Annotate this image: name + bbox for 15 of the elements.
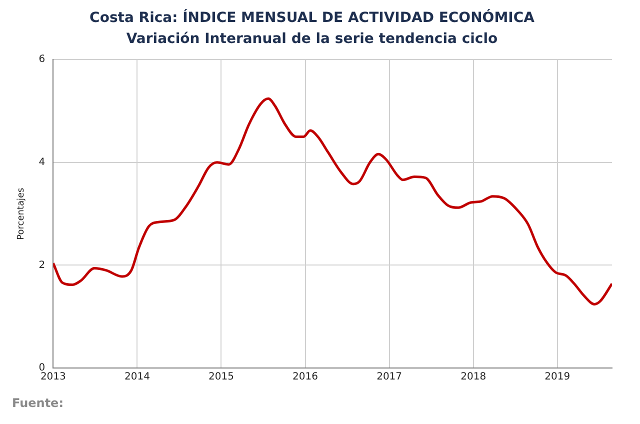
x-tick-label: 2019	[544, 372, 570, 383]
x-tick-label: 2014	[124, 372, 150, 383]
source-note: Fuente:	[12, 396, 64, 410]
x-tick-label: 2017	[376, 372, 402, 383]
line-series	[53, 97, 612, 306]
x-tick-label: 2013	[40, 372, 66, 383]
y-tick-label: 2	[38, 260, 46, 271]
x-tick-label: 2015	[208, 372, 234, 383]
x-tick-label: 2016	[292, 372, 318, 383]
y-tick-label: 6	[38, 54, 46, 66]
chart-subtitle: Variación Interanual de la serie tendencia ciclo	[126, 30, 498, 47]
y-axis-title: Porcentajes	[16, 187, 27, 240]
x-tick-label: 2018	[460, 372, 486, 383]
y-tick-label: 4	[38, 156, 46, 168]
chart-title: Costa Rica: ÍNDICE MENSUAL DE ACTIVIDAD ECONÓMICA	[90, 9, 535, 26]
